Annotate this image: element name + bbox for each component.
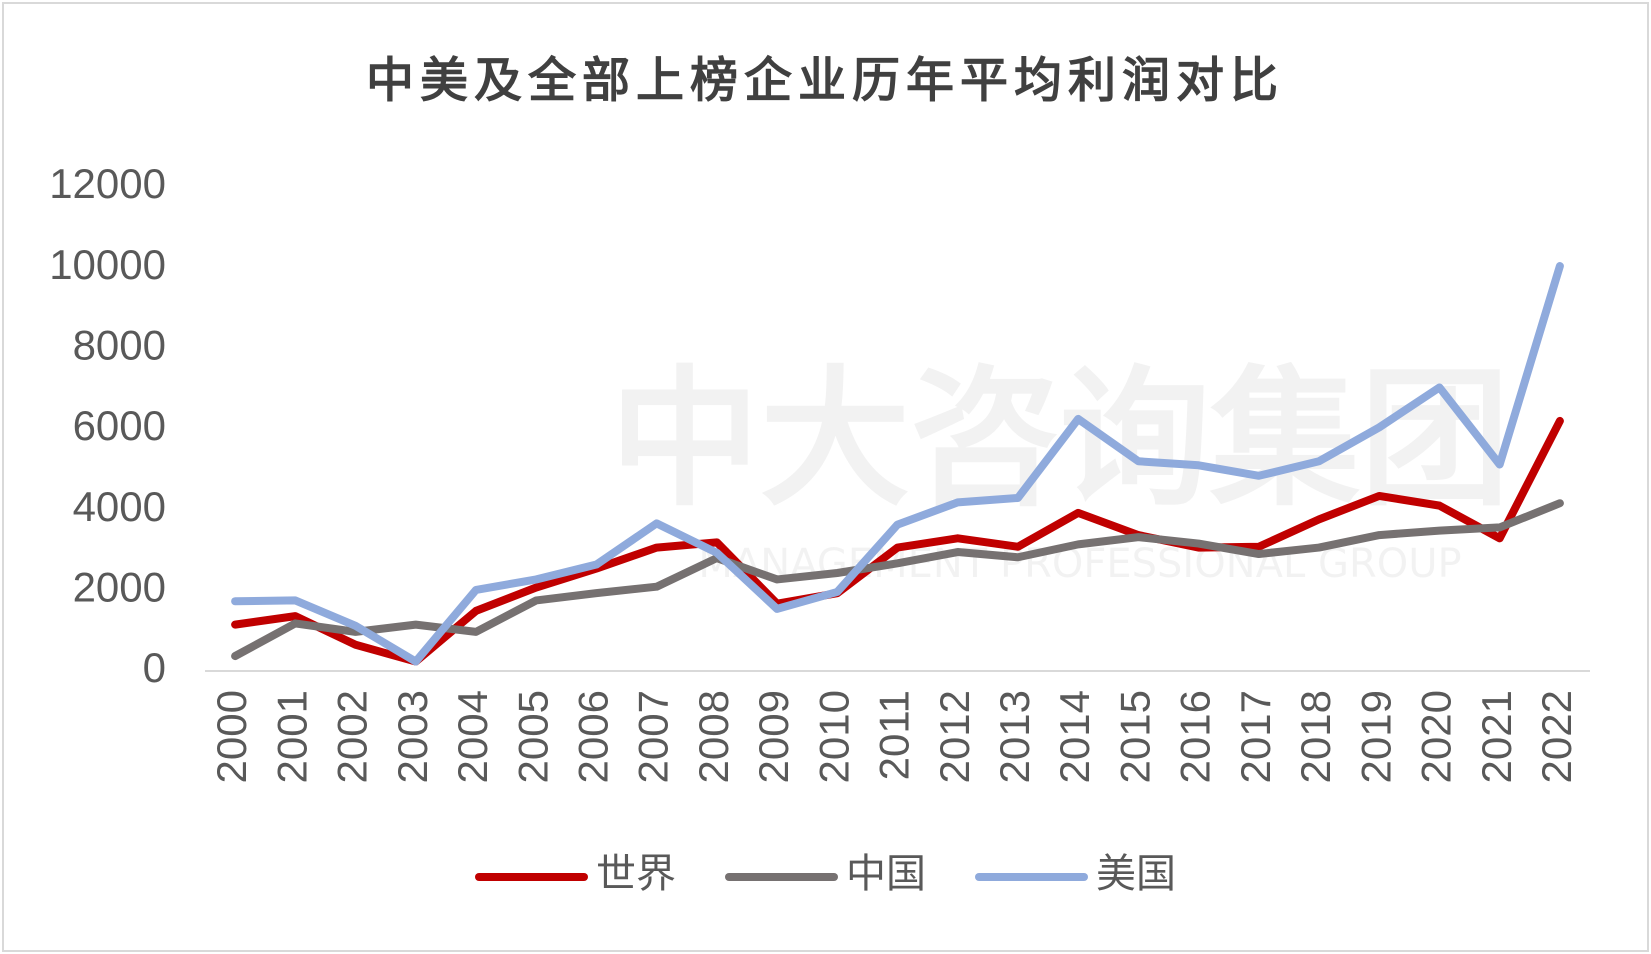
y-tick-label: 10000 xyxy=(49,241,166,288)
legend-label: 世界 xyxy=(596,851,676,897)
x-tick-label: 2013 xyxy=(991,690,1038,783)
watermark-sub: MANAGEMENT PROFESSIONAL GROUP xyxy=(698,541,1461,587)
x-tick-label: 2006 xyxy=(570,690,617,783)
chart-title: 中美及全部上榜企业历年平均利润对比 xyxy=(366,53,1284,109)
legend-label: 美国 xyxy=(1096,851,1176,897)
x-tick-label: 2005 xyxy=(509,690,556,783)
x-tick-label: 2015 xyxy=(1111,690,1158,783)
x-tick-label: 2012 xyxy=(931,690,978,783)
x-tick-label: 2021 xyxy=(1473,690,1520,783)
x-tick-label: 2002 xyxy=(329,690,376,783)
x-tick-label: 2018 xyxy=(1292,690,1339,783)
series-line xyxy=(231,262,1564,666)
x-tick-label: 2009 xyxy=(750,690,797,783)
x-tick-label: 2004 xyxy=(449,690,496,783)
y-tick-label: 6000 xyxy=(73,402,166,449)
legend-label: 中国 xyxy=(846,851,926,897)
x-tick-label: 2001 xyxy=(268,690,315,783)
x-tick-label: 2007 xyxy=(630,690,677,783)
y-tick-label: 4000 xyxy=(73,483,166,530)
x-tick-label: 2017 xyxy=(1232,690,1279,783)
x-tick-label: 2003 xyxy=(389,690,436,783)
x-tick-label: 2016 xyxy=(1172,690,1219,783)
x-tick-label: 2014 xyxy=(1051,690,1098,783)
x-tick-label: 2010 xyxy=(810,690,857,783)
x-tick-label: 2011 xyxy=(871,690,918,780)
series-line xyxy=(231,499,1564,661)
y-tick-label: 0 xyxy=(143,644,166,691)
x-tick-label: 2000 xyxy=(208,690,255,783)
x-tick-label: 2020 xyxy=(1413,690,1460,783)
x-tick-label: 2019 xyxy=(1352,690,1399,783)
x-tick-label: 2008 xyxy=(690,690,737,783)
y-tick-label: 8000 xyxy=(73,321,166,368)
y-tick-label: 2000 xyxy=(73,563,166,610)
x-tick-label: 2022 xyxy=(1533,690,1580,783)
y-tick-label: 12000 xyxy=(49,160,166,207)
